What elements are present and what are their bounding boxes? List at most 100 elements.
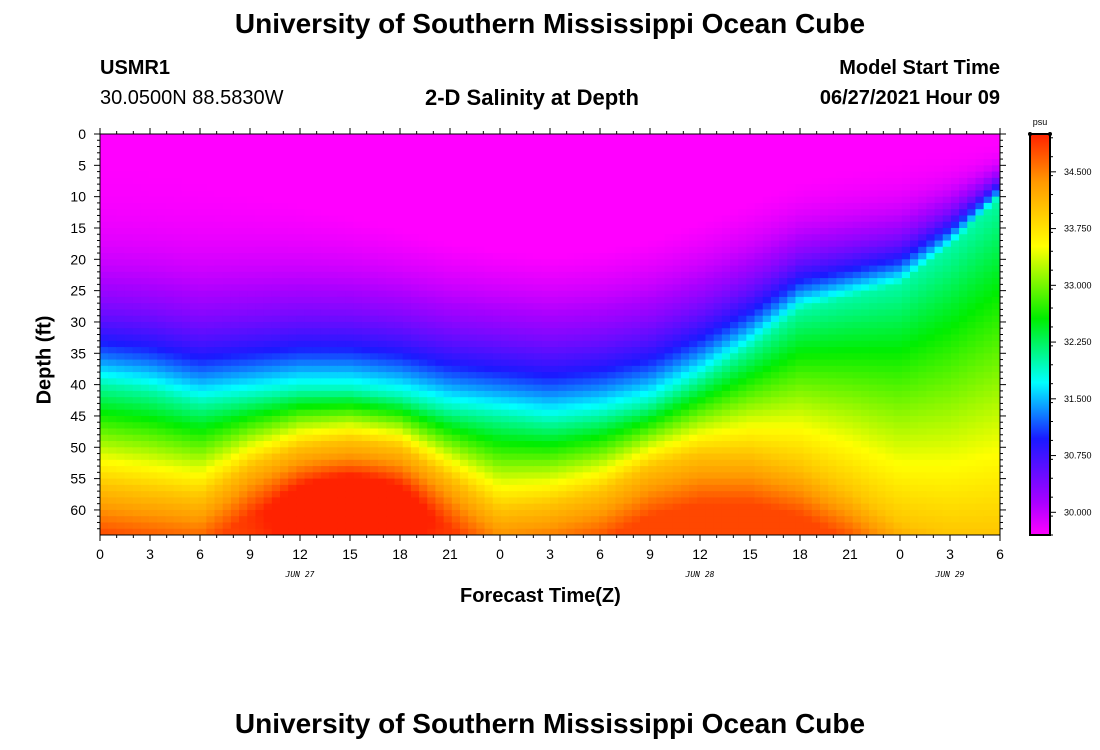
heat-cell [173, 265, 183, 273]
heat-cell [353, 321, 363, 329]
heat-cell [721, 334, 731, 342]
heat-cell [476, 503, 486, 511]
heat-cell [320, 403, 330, 411]
heat-cell [451, 152, 461, 160]
heat-cell [247, 159, 257, 166]
heat-cell [435, 234, 445, 242]
heat-cell [140, 303, 150, 311]
heat-cell [615, 315, 625, 323]
heat-cell [419, 190, 428, 198]
heat-cell [550, 503, 559, 511]
heat-cell [640, 152, 649, 160]
heat-cell [222, 202, 232, 210]
heat-cell [640, 516, 649, 524]
heat-cell [214, 378, 224, 386]
heat-cell [550, 353, 559, 361]
heat-cell [468, 202, 477, 210]
heat-cell [574, 428, 584, 436]
heat-cell [247, 522, 257, 530]
heat-cell [460, 259, 469, 267]
heat-cell [296, 390, 306, 398]
heat-cell [419, 409, 428, 417]
heat-cell [370, 227, 379, 235]
heat-cell [337, 491, 347, 499]
heat-cell [582, 296, 592, 304]
heat-cell [345, 403, 355, 411]
heat-cell [370, 378, 379, 386]
heat-cell [541, 171, 551, 179]
heat-cell [705, 509, 715, 517]
heat-cell [198, 422, 207, 430]
heat-cell [247, 284, 257, 292]
heat-cell [247, 359, 257, 367]
heat-cell [124, 372, 134, 379]
heat-cell [165, 372, 175, 379]
heat-cell [435, 397, 445, 405]
heat-cell [500, 259, 510, 267]
heat-cell [656, 516, 666, 524]
heat-cell [288, 409, 297, 417]
heat-cell [255, 422, 265, 430]
heat-cell [239, 215, 248, 223]
heat-cell [157, 259, 167, 267]
heat-cell [533, 265, 543, 273]
heatmap-field [100, 134, 1000, 535]
heat-cell [410, 240, 420, 248]
heat-cell [370, 359, 379, 367]
heat-cell [394, 328, 404, 336]
heat-cell [100, 484, 109, 492]
heat-cell [370, 134, 379, 141]
heat-cell [140, 259, 150, 267]
heat-cell [721, 278, 731, 285]
heat-cell [214, 397, 224, 405]
heat-cell [460, 303, 469, 311]
heat-cell [116, 177, 126, 185]
heat-cell [615, 296, 625, 304]
heat-cell [394, 334, 404, 342]
heat-cell [730, 384, 739, 392]
heat-cell [165, 284, 175, 292]
heat-cell [443, 259, 453, 267]
heat-cell [222, 434, 232, 442]
heat-cell [713, 309, 723, 317]
heat-cell [419, 522, 428, 530]
heat-cell [361, 372, 371, 379]
heat-cell [631, 415, 641, 423]
heat-cell [198, 165, 207, 173]
heat-cell [525, 403, 535, 411]
heat-cell [320, 234, 330, 242]
heat-cell [116, 140, 126, 148]
heat-cell [680, 434, 690, 442]
heat-cell [410, 484, 420, 492]
heat-cell [697, 265, 707, 273]
heat-cell [222, 397, 232, 405]
heat-cell [271, 253, 281, 260]
heat-cell [590, 165, 600, 173]
heat-cell [607, 384, 617, 392]
heat-cell [615, 240, 625, 248]
heat-cell [206, 290, 216, 298]
heat-cell [533, 378, 543, 386]
heat-cell [460, 516, 469, 524]
heat-cell [108, 365, 117, 373]
heat-cell [165, 415, 175, 423]
heat-cell [198, 484, 207, 492]
heat-cell [140, 134, 150, 141]
heat-cell [599, 503, 608, 511]
heat-cell [214, 528, 224, 535]
heat-cell [525, 202, 535, 210]
heat-cell [550, 184, 559, 191]
heat-cell [435, 365, 445, 373]
heat-cell [329, 328, 338, 336]
heat-cell [157, 491, 167, 499]
heat-cell [517, 415, 527, 423]
heat-cell [271, 378, 281, 386]
heat-cell [550, 209, 559, 217]
heat-cell [149, 403, 158, 411]
heat-cell [460, 340, 469, 348]
heat-cell [378, 209, 387, 217]
heat-cell [157, 397, 167, 405]
heat-cell [149, 202, 158, 210]
heat-cell [296, 240, 306, 248]
heat-cell [525, 478, 535, 486]
